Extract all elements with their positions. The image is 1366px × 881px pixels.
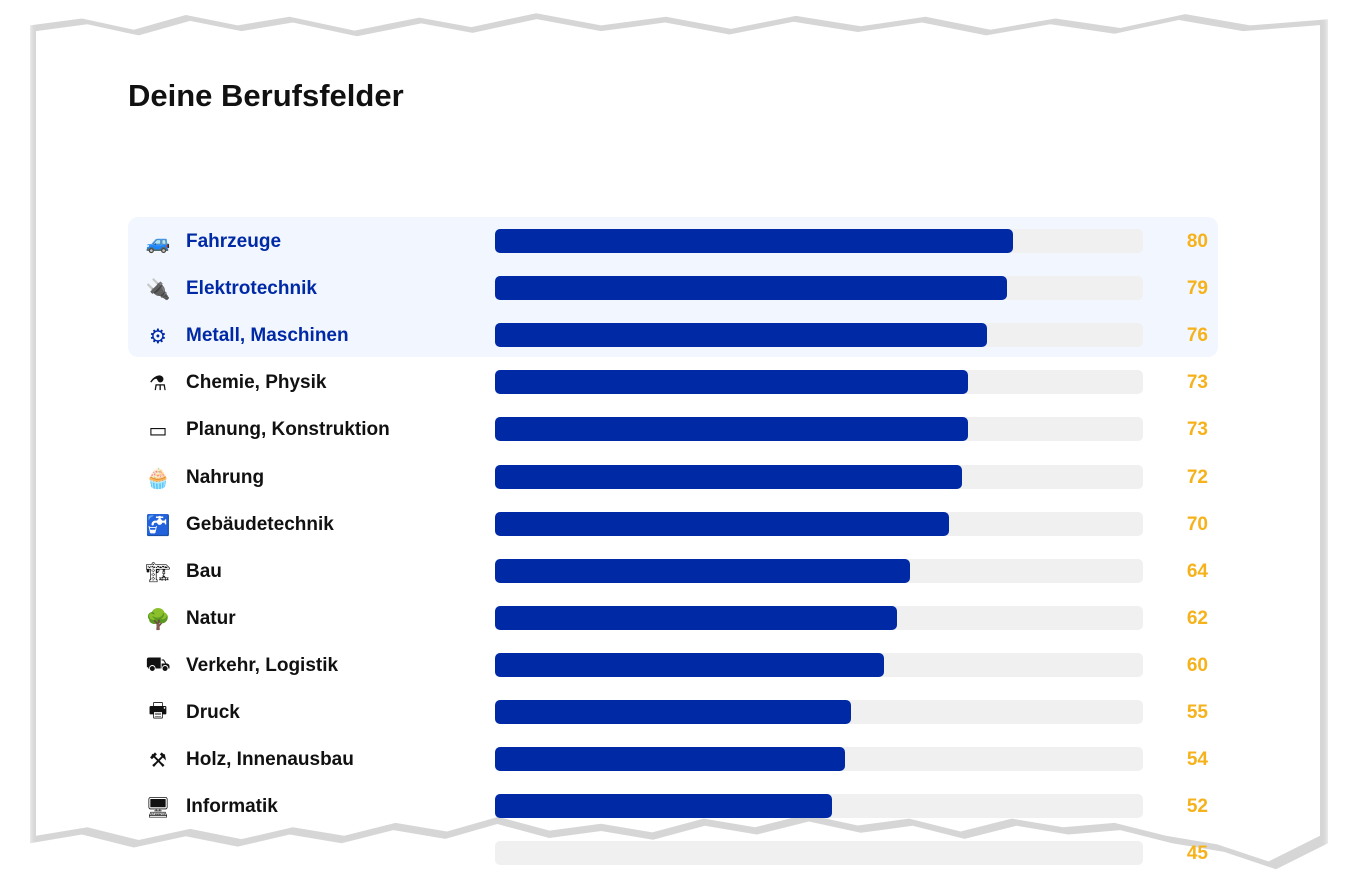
field-label: Metall, Maschinen (186, 325, 349, 347)
blueprint-icon: ▭ (148, 418, 168, 443)
bar-track (495, 276, 1143, 301)
field-row[interactable]: 45 (128, 831, 1218, 878)
bar-fill (495, 229, 1014, 253)
plane-tool-icon: ⚒ (149, 748, 167, 773)
field-row[interactable]: 🚙 Fahrzeuge 80 (128, 219, 1218, 266)
field-score: 70 (1186, 513, 1208, 535)
field-row[interactable]: 🔌 Elektrotechnik 79 (128, 266, 1218, 313)
field-label: Planung, Konstruktion (186, 419, 390, 441)
bar-track (495, 747, 1143, 772)
bar-track (495, 652, 1143, 677)
bar-fill (495, 558, 910, 583)
bar-track (495, 370, 1143, 395)
bar-track (495, 841, 1143, 866)
field-score: 52 (1186, 796, 1208, 818)
field-label: Fahrzeuge (186, 231, 282, 252)
field-score: 79 (1186, 278, 1208, 300)
field-score: 73 (1186, 419, 1208, 441)
bar-track (495, 558, 1143, 583)
field-row[interactable]: 🌳 Natur 62 (128, 596, 1218, 643)
car-icon: 🚙 (145, 230, 171, 254)
field-score: 76 (1186, 325, 1208, 347)
tree-icon: 🌳 (145, 606, 171, 631)
bar-track (495, 417, 1143, 442)
printer-icon: 🖶 (148, 698, 168, 722)
field-row[interactable]: 🧁 Nahrung 72 (128, 455, 1218, 502)
bar-fill (495, 417, 969, 442)
field-row[interactable]: ▭ Planung, Konstruktion 73 (128, 407, 1218, 454)
field-score: 80 (1186, 231, 1208, 252)
bar-track (495, 464, 1143, 489)
flask-icon: ⚗ (149, 371, 167, 396)
field-label: Natur (186, 607, 236, 629)
bar-fill (495, 276, 1007, 301)
field-score: 55 (1186, 702, 1208, 723)
faucet-icon: 🚰 (145, 512, 171, 537)
bar-track (495, 794, 1143, 819)
bar-track (495, 605, 1143, 630)
field-score: 64 (1186, 560, 1208, 582)
field-label: Chemie, Physik (186, 372, 327, 394)
field-label: Holz, Innenausbau (186, 749, 354, 771)
crane-icon: 🏗 (145, 559, 171, 584)
field-row[interactable]: 🖥 Informatik 52 (128, 784, 1218, 831)
bar-track (495, 229, 1143, 253)
field-row[interactable]: ⚒ Holz, Innenausbau 54 (128, 737, 1218, 784)
field-score: 54 (1186, 749, 1208, 771)
bar-fill (495, 794, 832, 819)
bar-track (495, 323, 1143, 348)
field-score: 73 (1186, 372, 1208, 394)
field-row[interactable]: 🚰 Gebäudetechnik 70 (128, 502, 1218, 549)
bar-fill (495, 652, 884, 677)
field-label: Verkehr, Logistik (186, 654, 339, 676)
field-label: Druck (186, 702, 240, 723)
bar-fill (495, 700, 852, 724)
bar-fill (495, 464, 962, 489)
bar-fill (495, 323, 988, 348)
page-title: Deine Berufsfelder (128, 78, 404, 113)
field-row[interactable]: ⚗ Chemie, Physik 73 (128, 360, 1218, 407)
monitor-icon: 🖥 (145, 795, 171, 820)
field-label: Elektrotechnik (186, 278, 317, 300)
bar-track (495, 700, 1143, 724)
field-score: 72 (1186, 466, 1208, 488)
field-row[interactable]: 🖶 Druck 55 (128, 690, 1218, 737)
field-row[interactable]: 🏗 Bau 64 (128, 549, 1218, 596)
field-score: 60 (1186, 654, 1208, 676)
plug-icon: 🔌 (145, 277, 171, 302)
bar-fill (495, 511, 949, 536)
field-label: Nahrung (186, 466, 265, 488)
field-label: Gebäudetechnik (186, 513, 334, 535)
field-row[interactable]: ⛟ Verkehr, Logistik 60 (128, 643, 1218, 690)
hand-truck-icon: ⛟ (145, 652, 171, 677)
bar-track (495, 511, 1143, 536)
field-label: Informatik (186, 796, 278, 818)
bar-fill (495, 370, 969, 395)
field-row[interactable]: ⚙ Metall, Maschinen 76 (128, 313, 1218, 360)
field-score: 62 (1186, 607, 1208, 629)
field-score: 45 (1186, 843, 1208, 865)
cupcake-icon: 🧁 (145, 465, 171, 490)
bar-fill (495, 605, 897, 630)
machine-icon: ⚙ (149, 324, 167, 349)
field-label: Bau (186, 560, 222, 582)
bar-fill (495, 747, 845, 772)
